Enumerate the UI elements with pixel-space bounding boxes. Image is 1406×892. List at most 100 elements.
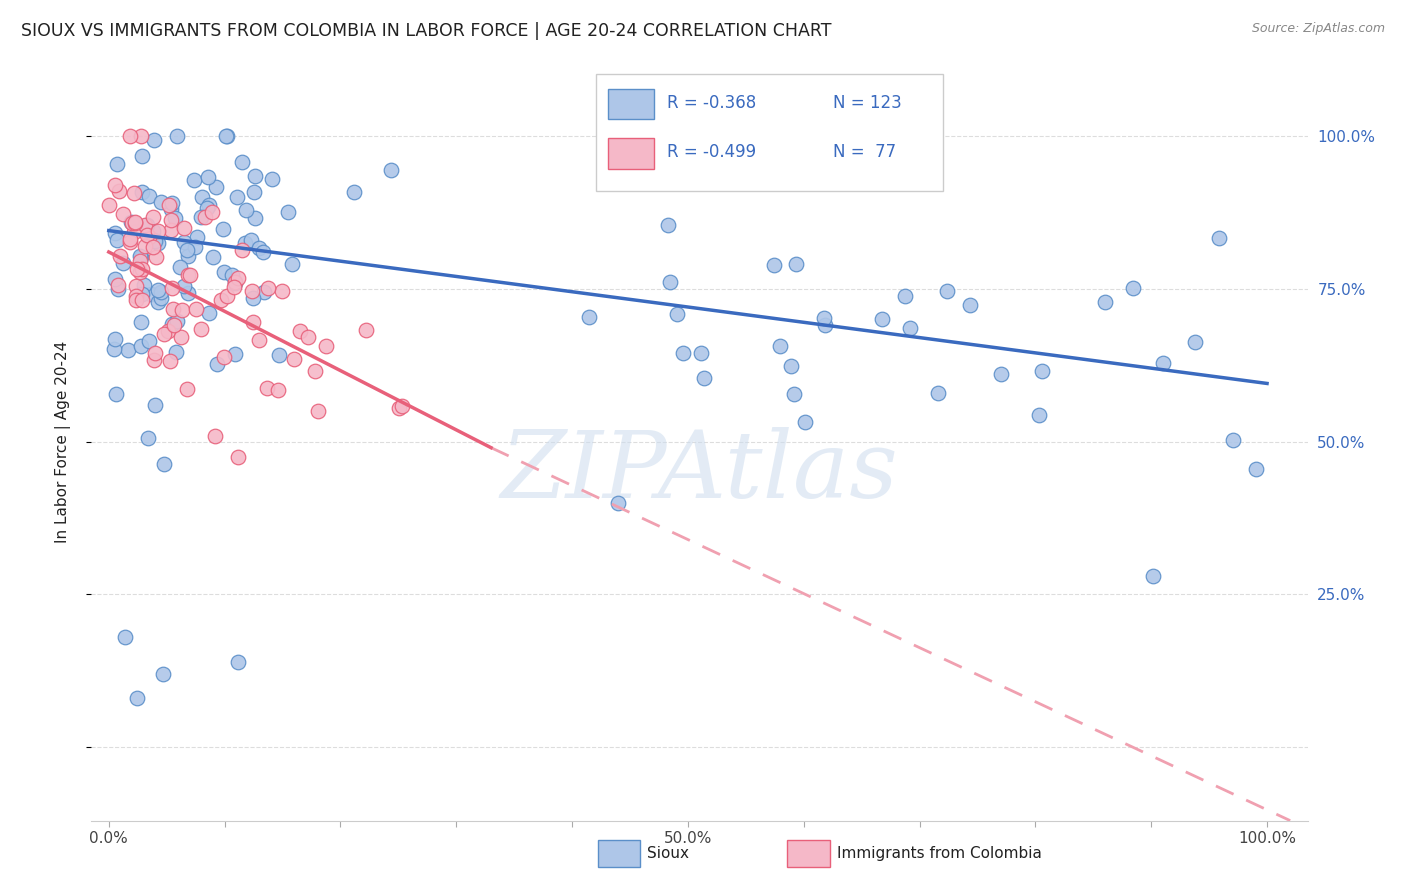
Point xyxy=(990,367,1012,381)
Point xyxy=(160,213,183,227)
Point xyxy=(222,279,245,293)
Point xyxy=(262,172,284,186)
Point xyxy=(243,185,266,199)
Point xyxy=(166,128,188,143)
Point xyxy=(277,205,299,219)
Point xyxy=(204,429,226,443)
Point xyxy=(145,250,167,264)
Point xyxy=(247,241,270,255)
Point xyxy=(177,268,200,283)
Point xyxy=(240,234,263,248)
Point xyxy=(150,292,173,306)
Point xyxy=(135,219,157,233)
Point xyxy=(166,314,188,328)
Point xyxy=(190,211,212,225)
Text: SIOUX VS IMMIGRANTS FROM COLOMBIA IN LABOR FORCE | AGE 20-24 CORRELATION CHART: SIOUX VS IMMIGRANTS FROM COLOMBIA IN LAB… xyxy=(21,22,831,40)
Point xyxy=(131,128,153,143)
Point xyxy=(131,149,153,163)
Point xyxy=(112,207,135,221)
Point xyxy=(927,386,949,401)
Point xyxy=(215,128,238,143)
Text: Sioux: Sioux xyxy=(647,847,689,861)
Point xyxy=(671,346,693,360)
Point xyxy=(114,630,136,644)
Point xyxy=(142,133,165,147)
Point xyxy=(134,278,156,293)
Point xyxy=(243,211,266,225)
Point xyxy=(104,226,127,240)
Point xyxy=(256,381,278,395)
Point xyxy=(304,364,326,378)
Point xyxy=(898,320,921,334)
Point xyxy=(124,216,146,230)
Point xyxy=(143,398,166,412)
Point xyxy=(143,346,166,360)
Point xyxy=(170,302,193,317)
Point xyxy=(138,189,160,203)
Point xyxy=(173,221,195,235)
Point xyxy=(606,496,628,510)
Point xyxy=(120,215,142,229)
Point xyxy=(160,281,183,295)
Point xyxy=(117,343,139,358)
Point xyxy=(179,268,201,283)
Point xyxy=(150,285,173,299)
Point xyxy=(118,232,141,246)
Point xyxy=(783,386,806,401)
Point xyxy=(157,198,180,212)
Point xyxy=(1222,433,1244,447)
Point xyxy=(785,257,807,271)
Text: N =  77: N = 77 xyxy=(834,143,897,161)
Point xyxy=(235,203,257,218)
Point xyxy=(224,276,246,290)
Point xyxy=(138,334,160,348)
FancyBboxPatch shape xyxy=(609,89,654,120)
Point xyxy=(794,415,817,429)
Point xyxy=(146,236,169,251)
Point xyxy=(224,347,246,361)
Point xyxy=(242,292,264,306)
Point xyxy=(138,229,160,244)
Point xyxy=(112,256,135,270)
Point xyxy=(233,235,256,250)
Y-axis label: In Labor Force | Age 20-24: In Labor Force | Age 20-24 xyxy=(55,341,70,542)
Point xyxy=(1094,294,1116,309)
Text: N = 123: N = 123 xyxy=(834,94,903,112)
Point xyxy=(1142,568,1164,582)
Point xyxy=(107,278,129,293)
Point xyxy=(762,258,785,272)
Point xyxy=(162,301,184,316)
Point xyxy=(165,344,187,359)
Point xyxy=(131,261,153,276)
Point xyxy=(380,162,402,177)
Text: R = -0.368: R = -0.368 xyxy=(666,94,756,112)
Point xyxy=(1152,356,1174,370)
Point xyxy=(186,230,208,244)
Point xyxy=(149,194,172,209)
Point xyxy=(107,184,129,198)
Point xyxy=(129,251,152,265)
Point xyxy=(160,317,183,331)
Point xyxy=(129,315,152,329)
Text: Immigrants from Colombia: Immigrants from Colombia xyxy=(837,847,1042,861)
Text: R = -0.499: R = -0.499 xyxy=(666,143,756,161)
Point xyxy=(1028,408,1050,422)
Point xyxy=(307,404,329,418)
Point xyxy=(894,289,917,303)
Point xyxy=(226,190,249,204)
Point xyxy=(104,387,127,401)
Point xyxy=(105,233,128,247)
Point xyxy=(657,219,679,233)
Point xyxy=(271,285,294,299)
Point xyxy=(184,301,207,316)
Point xyxy=(134,239,156,253)
Point xyxy=(204,180,226,194)
Point xyxy=(257,281,280,295)
Point xyxy=(127,261,149,276)
Point xyxy=(153,457,176,471)
Point xyxy=(269,348,291,362)
Point xyxy=(226,655,249,669)
Point xyxy=(125,289,148,303)
Point xyxy=(177,285,200,300)
Point xyxy=(297,330,319,344)
